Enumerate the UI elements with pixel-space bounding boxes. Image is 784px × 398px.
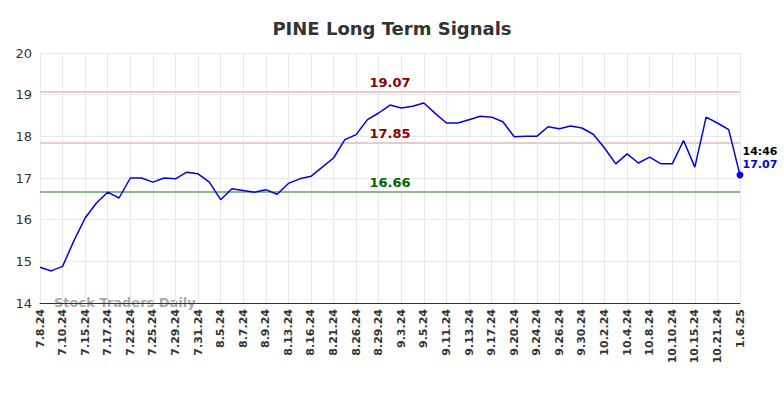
svg-text:8.9.24: 8.9.24 [259,309,272,348]
svg-text:10.8.24: 10.8.24 [643,309,656,356]
svg-text:9.11.24: 9.11.24 [440,309,453,356]
svg-text:16: 16 [15,212,32,227]
svg-text:9.5.24: 9.5.24 [417,309,430,348]
svg-text:14: 14 [15,296,32,311]
svg-text:10.15.24: 10.15.24 [688,309,701,364]
svg-text:9.30.24: 9.30.24 [575,309,588,356]
svg-text:8.29.24: 8.29.24 [372,309,385,356]
svg-text:8.7.24: 8.7.24 [237,309,250,348]
svg-text:7.31.24: 7.31.24 [192,309,205,356]
svg-text:20: 20 [15,46,32,61]
svg-text:19: 19 [15,87,32,102]
svg-text:8.26.24: 8.26.24 [350,309,363,356]
svg-text:19.07: 19.07 [369,75,410,90]
svg-text:PINE Long Term Signals: PINE Long Term Signals [272,18,511,39]
svg-text:9.13.24: 9.13.24 [463,309,476,356]
svg-text:17.85: 17.85 [369,126,410,141]
svg-text:7.25.24: 7.25.24 [146,309,159,356]
svg-text:18: 18 [15,129,32,144]
svg-text:7.8.24: 7.8.24 [34,309,47,348]
svg-text:17.07: 17.07 [743,158,778,171]
svg-text:7.15.24: 7.15.24 [79,309,92,356]
svg-text:7.29.24: 7.29.24 [169,309,182,356]
svg-text:8.21.24: 8.21.24 [327,309,340,356]
svg-text:16.66: 16.66 [369,175,410,190]
svg-text:8.16.24: 8.16.24 [304,309,317,356]
svg-text:7.22.24: 7.22.24 [124,309,137,356]
svg-text:14:46: 14:46 [743,145,778,158]
svg-text:10.10.24: 10.10.24 [666,309,679,364]
svg-text:9.20.24: 9.20.24 [508,309,521,356]
svg-text:9.17.24: 9.17.24 [485,309,498,356]
svg-text:9.26.24: 9.26.24 [553,309,566,356]
svg-text:10.2.24: 10.2.24 [598,309,611,356]
svg-text:17: 17 [15,171,32,186]
svg-text:8.13.24: 8.13.24 [282,309,295,356]
svg-text:9.24.24: 9.24.24 [530,309,543,356]
svg-text:7.17.24: 7.17.24 [101,309,114,356]
svg-text:9.3.24: 9.3.24 [395,309,408,348]
svg-text:Stock Traders Daily: Stock Traders Daily [54,295,196,310]
svg-text:10.21.24: 10.21.24 [711,309,724,364]
svg-text:8.5.24: 8.5.24 [214,309,227,348]
svg-text:15: 15 [15,254,32,269]
svg-text:10.4.24: 10.4.24 [621,309,634,356]
svg-text:7.10.24: 7.10.24 [56,309,69,356]
svg-text:1.6.25: 1.6.25 [734,309,747,348]
